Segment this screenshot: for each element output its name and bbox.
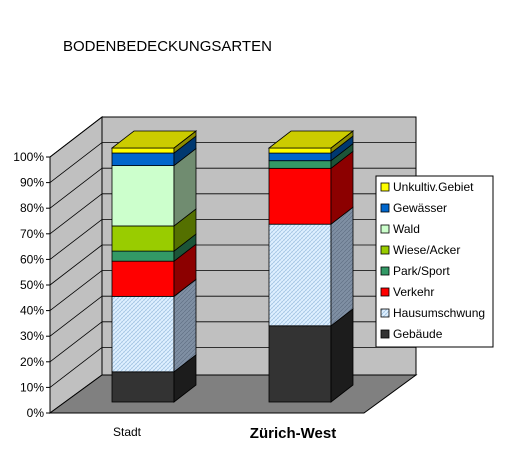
bar-segment (268, 167, 332, 225)
legend-label: Wald (393, 222, 420, 236)
legend-label: Verkehr (393, 285, 434, 299)
x-tick-label: Stadt (113, 425, 142, 439)
y-tick-label: 40% (20, 304, 44, 318)
x-tick-label: Zürich-West (250, 425, 336, 442)
bar-segment (268, 223, 332, 327)
y-tick-label: 30% (20, 329, 44, 343)
y-tick-label: 100% (13, 150, 44, 164)
gridline-side (49, 347, 103, 388)
legend-label: Hausumschwung (393, 306, 485, 320)
y-tick-label: 20% (20, 355, 44, 369)
y-axis-ticks: 0% 10% 20% 30% 40% 50% 60% 70% 80% 90% 100% (13, 150, 50, 420)
y-tick-label: 0% (27, 406, 45, 420)
legend-label: Wiese/Acker (393, 243, 460, 257)
legend-swatch (380, 245, 390, 255)
gridline-side (49, 270, 103, 311)
bar-segment (111, 152, 175, 167)
bar-segment (111, 295, 175, 373)
gridline-side (49, 321, 103, 363)
gridline-side (49, 116, 103, 158)
bar-top-face (267, 130, 355, 149)
legend-swatch (380, 329, 390, 339)
plot-floor (48, 374, 418, 414)
legend: Unkultiv.Gebiet Gewässer Wald Wiese/Acker Pa… (375, 175, 494, 348)
gridline-side (49, 167, 103, 209)
legend-swatch (380, 266, 390, 276)
bar-segment (268, 147, 332, 154)
legend-label: Gebäude (393, 327, 443, 341)
y-tick-label: 60% (20, 252, 44, 266)
gridline-side (49, 244, 103, 286)
legend-swatch (380, 287, 390, 297)
bar-segment (268, 325, 332, 403)
legend-swatch (380, 182, 390, 192)
x-axis-labels: Stadt Zürich-West (113, 425, 336, 442)
y-tick-label: 70% (20, 227, 44, 241)
bar-segment (268, 160, 332, 169)
legend-label: Unkultiv.Gebiet (393, 180, 474, 194)
bar-segment (111, 260, 175, 297)
bar-segment (111, 225, 175, 252)
bar-segment (111, 147, 175, 154)
legend-label: Gewässer (393, 201, 447, 215)
bars (110, 130, 355, 403)
legend-swatch (380, 203, 390, 213)
bar-segment (268, 152, 332, 162)
gridline-side (49, 219, 103, 260)
bar-segment-side (330, 206, 354, 327)
chart-title: BODENBEDECKUNGSARTEN (63, 38, 272, 55)
y-tick-label: 10% (20, 380, 44, 394)
bar-segment (111, 165, 175, 227)
y-tick-label: 90% (20, 176, 44, 190)
legend-box (375, 175, 494, 348)
bar-segment (111, 250, 175, 262)
bar-segment (111, 371, 175, 403)
gridline-side (49, 295, 103, 337)
y-tick-label: 80% (20, 201, 44, 215)
gridline-side (49, 193, 103, 235)
legend-swatch (380, 308, 390, 318)
bar-top-face (110, 130, 198, 149)
legend-swatch (380, 224, 390, 234)
gridline-side (49, 142, 103, 183)
y-tick-label: 50% (20, 278, 44, 292)
legend-label: Park/Sport (393, 264, 450, 278)
